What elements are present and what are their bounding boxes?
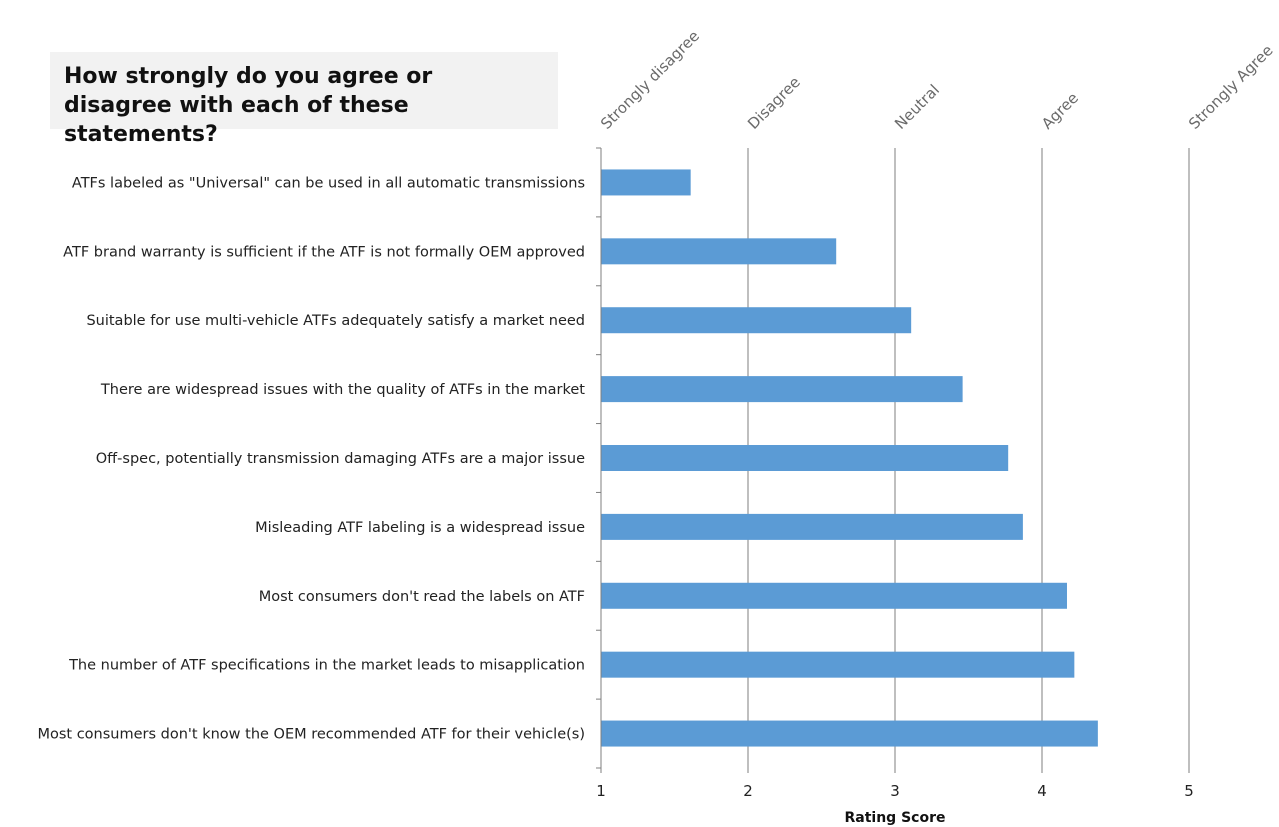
- category-label-8: The number of ATF specifications in the …: [68, 658, 585, 674]
- bar-6: [601, 513, 1023, 540]
- bar-4: [601, 376, 963, 403]
- category-label-4: There are widespread issues with the qua…: [100, 382, 585, 398]
- chart-title-box: How strongly do you agree or disagree wi…: [50, 52, 558, 147]
- label-layer: ATFs labeled as "Universal" can be used …: [37, 27, 1276, 826]
- scale-label-5: Strongly Agree: [1185, 41, 1276, 132]
- chart-title: How strongly do you agree or disagree wi…: [64, 64, 433, 147]
- category-label-1: ATFs labeled as "Universal" can be used …: [72, 175, 585, 191]
- category-label-9: Most consumers don't know the OEM recomm…: [37, 727, 585, 743]
- bar-7: [601, 582, 1067, 609]
- axis-layer: [596, 147, 1190, 773]
- x-axis-title: Rating Score: [845, 810, 946, 826]
- scale-label-2: Disagree: [744, 73, 804, 133]
- scale-label-3: Neutral: [891, 81, 943, 133]
- category-label-6: Misleading ATF labeling is a widespread …: [255, 520, 585, 536]
- bar-3: [601, 307, 912, 334]
- category-label-7: Most consumers don't read the labels on …: [259, 589, 585, 605]
- scale-label-1: Strongly disagree: [597, 27, 703, 133]
- x-tick-label-4: 4: [1037, 782, 1047, 800]
- bar-1: [601, 169, 691, 196]
- bar-layer: [601, 169, 1098, 747]
- x-tick-label-3: 3: [890, 782, 900, 800]
- bar-8: [601, 651, 1075, 678]
- category-label-2: ATF brand warranty is sufficient if the …: [63, 244, 585, 260]
- x-tick-label-2: 2: [743, 782, 753, 800]
- x-tick-label-5: 5: [1184, 782, 1194, 800]
- x-tick-label-1: 1: [596, 782, 606, 800]
- bar-9: [601, 720, 1098, 747]
- category-label-3: Suitable for use multi-vehicle ATFs adeq…: [86, 313, 585, 329]
- bar-2: [601, 238, 837, 265]
- bar-5: [601, 445, 1009, 471]
- category-label-5: Off-spec, potentially transmission damag…: [96, 451, 585, 467]
- scale-label-4: Agree: [1038, 89, 1082, 133]
